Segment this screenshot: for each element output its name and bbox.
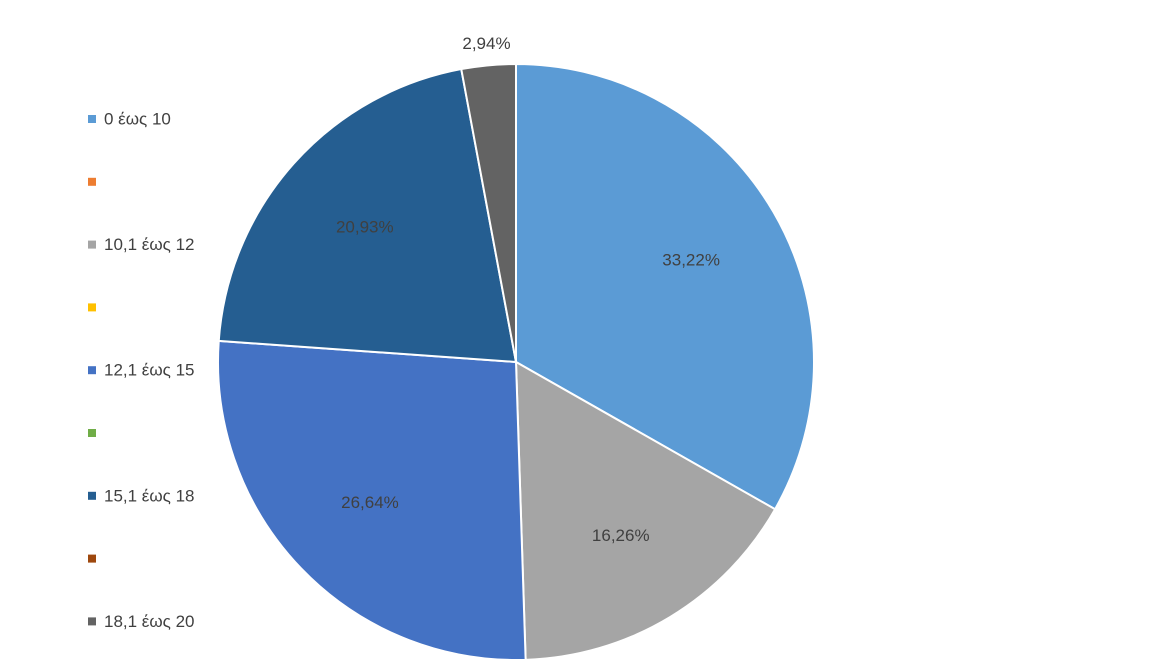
- legend-label: 15,1 έως 18: [104, 486, 195, 505]
- pie-slices: [217, 62, 815, 661]
- legend-swatch: [88, 366, 96, 375]
- pie-slice: [217, 67, 518, 364]
- legend-label: 12,1 έως 15: [104, 361, 195, 380]
- legend-swatch: [88, 303, 96, 312]
- pie-slice: [217, 339, 527, 661]
- legend-label: 0 έως 10: [104, 110, 171, 129]
- pie-data-label: 20,93%: [336, 218, 394, 237]
- legend-label: 18,1 έως 20: [104, 612, 195, 631]
- pie-data-label: 2,94%: [462, 34, 510, 53]
- legend-swatch: [88, 115, 96, 123]
- pie-data-label: 33,22%: [662, 251, 720, 270]
- legend-swatch: [88, 429, 96, 437]
- pie-slice: [515, 62, 815, 511]
- legend-swatch: [88, 554, 96, 563]
- pie-slice: [514, 360, 777, 661]
- pie-slice: [460, 62, 517, 363]
- pie-data-label: 26,64%: [341, 493, 399, 512]
- legend-swatch: [88, 491, 96, 500]
- legend-label: 10,1 έως 12: [104, 235, 195, 254]
- legend-swatch: [88, 617, 96, 626]
- pie-data-label: 16,26%: [592, 526, 650, 545]
- pie-data-labels: 33,22% 16,26% 26,64% 20,93% 2,94%: [336, 34, 720, 545]
- chart-legend: 0 έως 10 10,1 έως 12 12,1 έως 15 15,1 έως 1…: [88, 110, 195, 631]
- legend-swatch: [88, 240, 96, 249]
- legend-swatch: [88, 177, 96, 186]
